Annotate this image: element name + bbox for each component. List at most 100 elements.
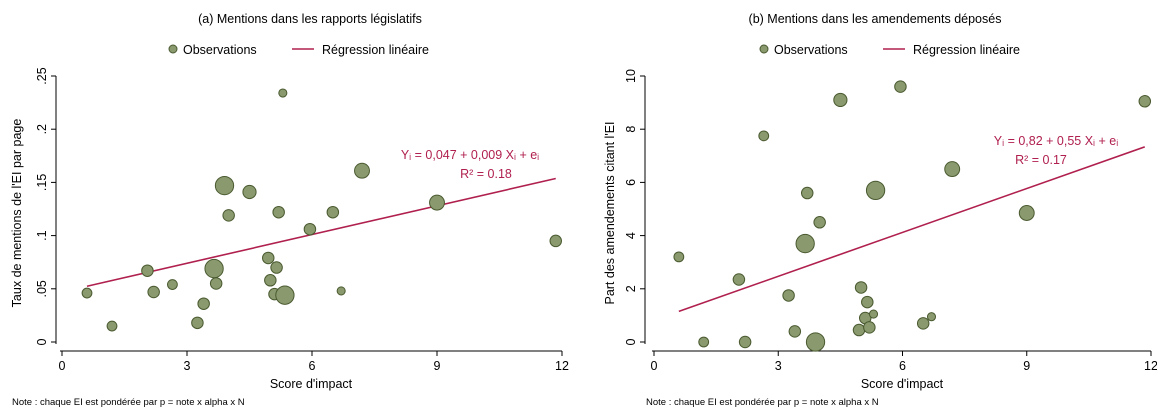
- y-ticks: 0 .05 .1 .15 .2 .25: [35, 67, 56, 345]
- observation-point: [865, 180, 886, 201]
- legend: Observations Régression linéaire: [168, 43, 429, 57]
- observation-point: [106, 320, 118, 332]
- y-axis-label: Taux de mentions de l'EI par page: [10, 119, 24, 308]
- observation-point: [944, 161, 961, 178]
- y-tick-label: 0: [35, 338, 49, 345]
- observation-point: [758, 130, 770, 142]
- x-tick-label: 0: [651, 359, 658, 373]
- observation-point: [214, 175, 235, 196]
- observation-points: [673, 80, 1152, 352]
- observation-point: [813, 216, 826, 229]
- regression-line: [678, 146, 1146, 313]
- y-tick-label: 10: [624, 69, 638, 83]
- legend-observations-label: Observations: [183, 43, 257, 57]
- observation-point: [894, 80, 907, 93]
- chart-note: Note : chaque EI est pondérée par p = no…: [12, 397, 245, 408]
- x-tick-label: 3: [184, 359, 191, 373]
- y-axis-label: Part des amendements citant l'EI: [603, 121, 617, 304]
- y-tick-label: .2: [35, 124, 49, 134]
- chart-title: (b) Mentions dans les amendements déposé…: [749, 12, 1002, 26]
- x-tick-label: 12: [1144, 359, 1157, 373]
- x-tick-label: 3: [775, 359, 782, 373]
- observation-point: [732, 273, 746, 286]
- r-squared-label: R² = 0.18: [460, 167, 512, 181]
- observation-point: [549, 234, 562, 248]
- observation-point: [852, 323, 866, 337]
- x-tick-label: 6: [899, 359, 906, 373]
- x-tick-label: 6: [309, 359, 316, 373]
- y-tick-label: 4: [624, 232, 638, 239]
- legend: Observations Régression linéaire: [759, 43, 1020, 57]
- observation-point: [262, 251, 275, 265]
- legend-observation-marker-icon: [759, 44, 769, 54]
- observation-point: [833, 92, 848, 108]
- observation-point: [354, 162, 370, 179]
- y-tick-label: .15: [35, 174, 49, 191]
- observation-point: [191, 316, 204, 330]
- x-tick-label: 12: [555, 359, 569, 373]
- observation-point: [242, 184, 257, 200]
- observation-point: [81, 287, 93, 299]
- regression-line: [86, 177, 556, 288]
- observation-point: [197, 297, 210, 310]
- regression-equation: Yᵢ = 0,047 + 0,009 Xᵢ + eᵢ: [401, 148, 539, 162]
- observation-point: [698, 336, 710, 348]
- r-squared-label: R² = 0.17: [1015, 153, 1067, 167]
- x-tick-label: 9: [434, 359, 441, 373]
- chart-note: Note : chaque EI est pondérée par p = no…: [646, 397, 879, 408]
- observation-point: [272, 205, 285, 219]
- observation-point: [788, 325, 802, 338]
- legend-observation-marker-icon: [168, 44, 178, 54]
- y-tick-label: 2: [624, 285, 638, 292]
- observation-point: [805, 332, 826, 352]
- observation-point: [863, 321, 876, 334]
- y-tick-label: .1: [35, 230, 49, 240]
- x-tick-label: 0: [59, 359, 66, 373]
- observation-point: [861, 295, 874, 309]
- observation-point: [673, 251, 685, 263]
- y-ticks: 0 2 4 6 8 10: [624, 69, 645, 345]
- chart-title: (a) Mentions dans les rapports législati…: [198, 12, 422, 26]
- observation-point: [336, 286, 346, 296]
- observation-point: [854, 281, 868, 294]
- observation-point: [167, 279, 178, 290]
- observation-point: [222, 209, 235, 222]
- chart-panel-a: (a) Mentions dans les rapports législati…: [10, 12, 569, 408]
- observation-point: [264, 274, 277, 287]
- x-ticks: 0 3 6 9 12: [59, 351, 569, 373]
- y-tick-label: 6: [624, 179, 638, 186]
- observation-point: [303, 222, 317, 236]
- observation-point: [868, 309, 879, 319]
- observation-point: [1018, 205, 1035, 221]
- observation-point: [147, 285, 160, 299]
- observation-point: [800, 186, 814, 200]
- observation-point: [738, 335, 752, 349]
- observation-point: [141, 264, 154, 277]
- x-tick-label: 9: [1023, 359, 1030, 373]
- y-tick-label: 8: [624, 126, 638, 133]
- observation-point: [782, 289, 795, 302]
- x-axis-label: Score d'impact: [270, 377, 353, 391]
- observation-point: [429, 194, 445, 211]
- y-tick-label: .25: [35, 67, 49, 84]
- legend-observations-label: Observations: [774, 43, 848, 57]
- x-axis-label: Score d'impact: [861, 377, 944, 391]
- observation-points: [81, 88, 562, 332]
- legend-regression-label: Régression linéaire: [913, 43, 1020, 57]
- observation-point: [916, 317, 930, 330]
- observation-point: [278, 88, 288, 98]
- observation-point: [326, 205, 340, 219]
- observation-point: [270, 261, 283, 274]
- legend-regression-label: Régression linéaire: [322, 43, 429, 57]
- observation-point: [926, 312, 937, 322]
- observation-point: [209, 277, 223, 290]
- y-tick-label: .05: [35, 280, 49, 297]
- y-tick-label: 0: [624, 338, 638, 345]
- x-ticks: 0 3 6 9 12: [651, 351, 1157, 373]
- chart-panel-b: (b) Mentions dans les amendements déposé…: [603, 12, 1157, 408]
- observation-point: [275, 285, 295, 305]
- observation-point: [795, 233, 815, 254]
- observation-point: [1138, 95, 1152, 108]
- regression-equation: Yᵢ = 0,82 + 0,55 Xᵢ + eᵢ: [994, 134, 1118, 148]
